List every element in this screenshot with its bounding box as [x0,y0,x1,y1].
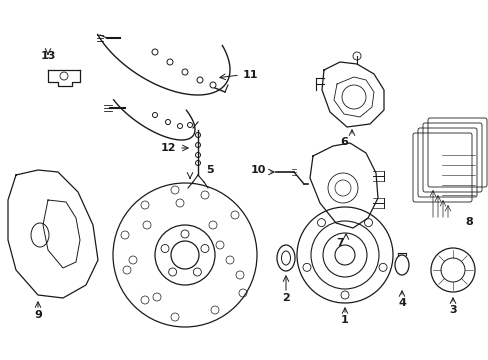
Text: 10: 10 [250,165,265,175]
Text: 1: 1 [341,315,348,325]
Text: 4: 4 [397,298,405,308]
Text: 9: 9 [34,310,42,320]
Text: 12: 12 [160,143,175,153]
Text: 5: 5 [206,165,213,175]
Text: 7: 7 [335,238,343,248]
Text: 8: 8 [464,217,472,227]
Text: 13: 13 [40,51,56,61]
Text: 6: 6 [339,137,347,147]
Text: 2: 2 [282,293,289,303]
Text: 3: 3 [448,305,456,315]
Text: 11: 11 [242,70,257,80]
